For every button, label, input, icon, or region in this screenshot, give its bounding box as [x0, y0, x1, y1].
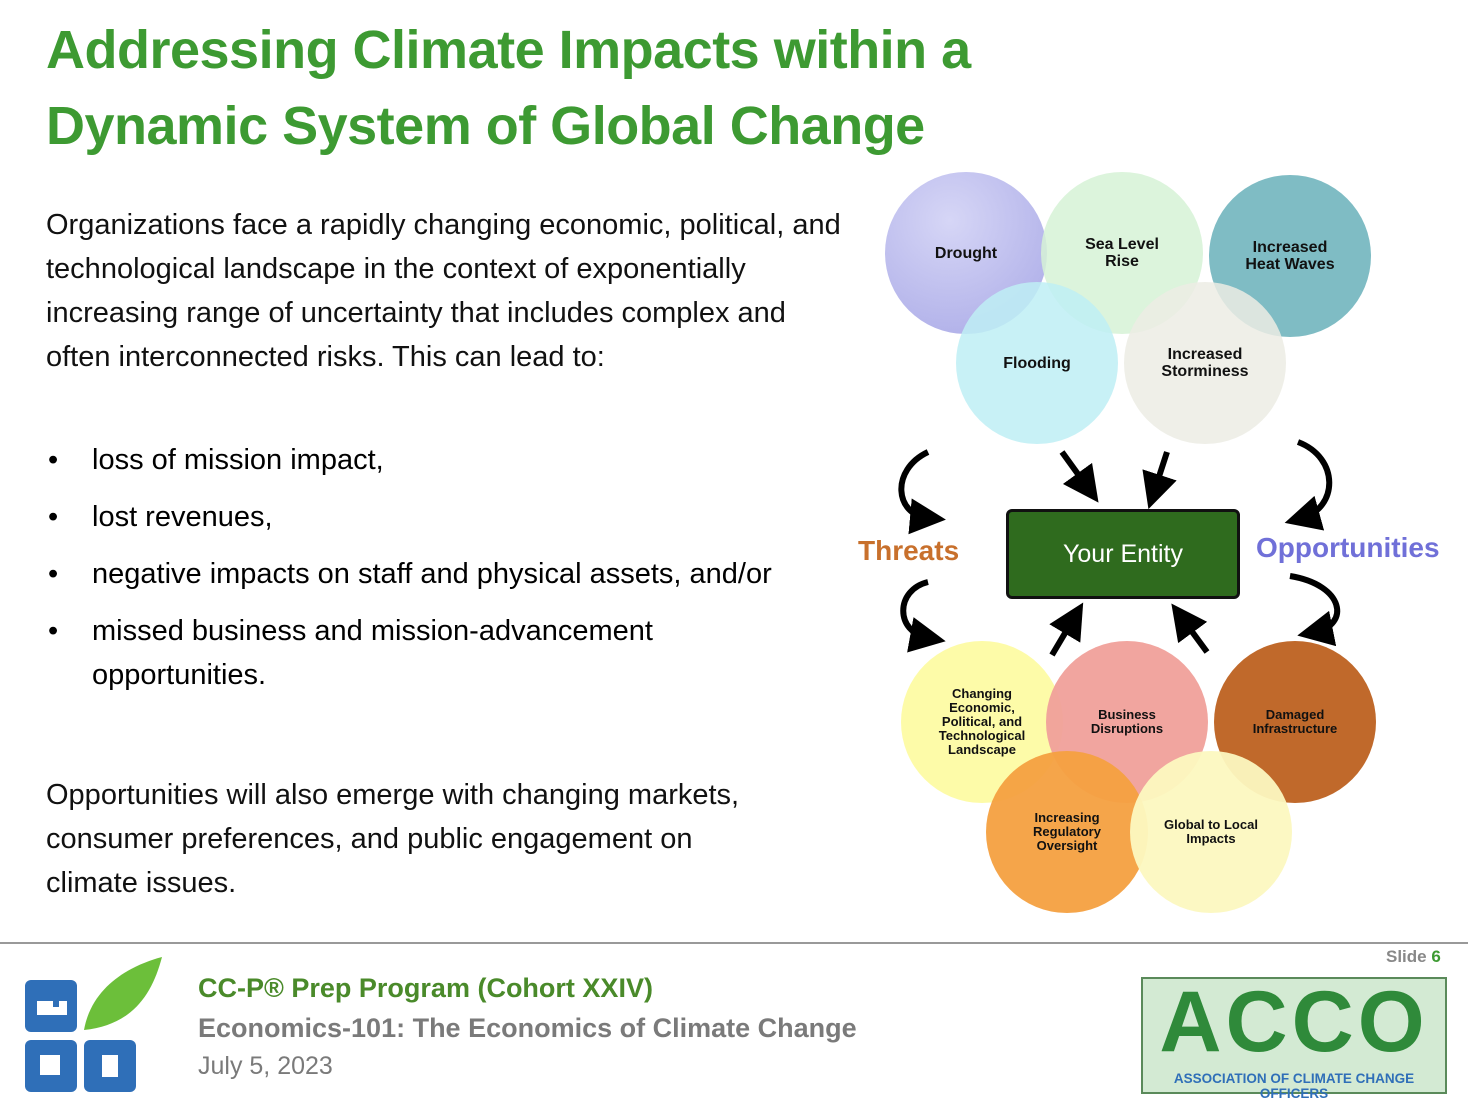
diagram-node: Increased Heat Waves: [1209, 175, 1371, 337]
intro-text: Organizations face a rapidly changing ec…: [46, 209, 841, 373]
footer-rule: [0, 942, 1468, 944]
program-name: CC-P® Prep Program (Cohort XXIV): [198, 973, 653, 1003]
diagram-node: Global to Local Impacts: [1130, 751, 1292, 913]
title-line: Dynamic System of Global Change: [46, 96, 925, 156]
diagram-node: Increased Storminess: [1124, 282, 1286, 444]
bullet: missed business and mission-advancement …: [46, 609, 806, 697]
slide-label: Slide: [1386, 947, 1427, 966]
node-label: Drought: [934, 244, 998, 262]
slide-title: Addressing Climate Impacts within a Dyna…: [46, 12, 971, 164]
node-label: Business Disruptions: [1090, 707, 1164, 736]
bullet: negative impacts on staff and physical a…: [46, 552, 806, 596]
date: July 5, 2023: [198, 1052, 333, 1080]
bullet-list: loss of mission impact, lost revenues, n…: [46, 438, 806, 710]
opportunities-label: Opportunities: [1256, 532, 1440, 563]
bullet: lost revenues,: [46, 495, 806, 539]
node-label: Global to Local Impacts: [1164, 817, 1258, 846]
diagram-node: Increasing Regulatory Oversight: [986, 751, 1148, 913]
node-label: Increased Storminess: [1161, 346, 1249, 380]
node-label: Sea Level Rise: [1085, 236, 1159, 270]
node-label: Increased Heat Waves: [1245, 239, 1335, 273]
entity-box: Your Entity: [1006, 509, 1240, 599]
closing-text: Opportunities will also emerge with chan…: [46, 779, 740, 899]
program-icon: [25, 957, 162, 1092]
course-name: Economics-101: The Economics of Climate …: [198, 1013, 857, 1043]
diagram-node: Flooding: [956, 282, 1118, 444]
node-label: Damaged Infrastructure: [1252, 707, 1338, 736]
slide-number: 6: [1431, 947, 1441, 966]
logo-subtitle: ASSOCIATION OF CLIMATE CHANGE OFFICERS: [1173, 1071, 1415, 1101]
logo-text: ACCO: [1159, 974, 1429, 1070]
node-label: Changing Economic, Political, and Techno…: [938, 686, 1026, 757]
node-label: Flooding: [1003, 354, 1071, 372]
slide-indicator: Slide 6: [1386, 947, 1441, 967]
arrow-group: [898, 439, 1341, 657]
acco-logo: ACCO ASSOCIATION OF CLIMATE CHANGE OFFIC…: [1141, 974, 1447, 1101]
threats-label: Threats: [858, 535, 960, 566]
node-label: Increasing Regulatory Oversight: [1033, 810, 1101, 853]
title-line: Addressing Climate Impacts within a: [46, 20, 971, 80]
bullet: loss of mission impact,: [46, 438, 806, 482]
